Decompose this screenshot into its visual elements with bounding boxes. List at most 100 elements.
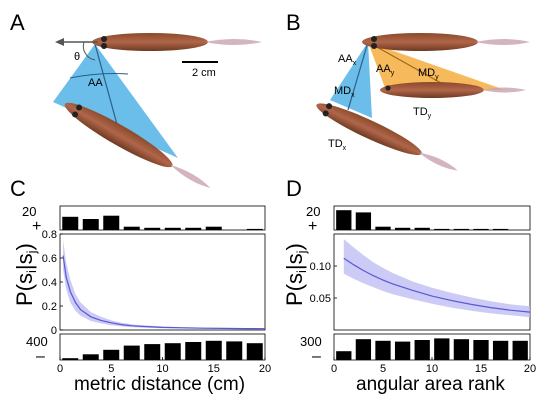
theta-label: θ: [74, 51, 80, 63]
main-plot-frame-d: [333, 233, 531, 331]
aa-axis-line: [94, 43, 119, 129]
histogram-bar: [492, 340, 509, 360]
histogram-bar: [434, 338, 450, 360]
histogram-bar: [414, 340, 430, 360]
aa-arc: [69, 73, 129, 79]
fish-focal-b: [362, 33, 530, 51]
histogram-bar: [62, 216, 79, 230]
histogram-bar: [246, 343, 263, 360]
histogram-bar: [336, 351, 352, 360]
panel-label-a: A: [10, 10, 25, 35]
hist-bottom-max-d: 300: [300, 334, 322, 349]
hist-top-max-c: 20: [22, 204, 36, 219]
histogram-bar: [414, 227, 430, 230]
blue-triangle-x: [330, 42, 372, 118]
histogram-bar: [164, 343, 181, 360]
scale-bar-label: 2 cm: [192, 67, 216, 79]
y-tick-label: 0.10: [310, 261, 331, 273]
histogram-bar: [473, 340, 489, 360]
histogram-bar: [375, 340, 391, 360]
confidence-band: [63, 240, 265, 329]
md-x-line: [347, 41, 369, 111]
histogram-bar: [123, 345, 140, 360]
histogram-bar: [82, 354, 99, 360]
histogram-bar: [394, 341, 411, 360]
hist-top-frame-c: [59, 205, 266, 231]
x-tick-label: 10: [426, 363, 438, 375]
panel-label-b: B: [286, 10, 301, 35]
histogram-bar: [62, 358, 79, 360]
angular-area-triangle: [53, 44, 178, 158]
label-mdy: MDy: [418, 67, 439, 81]
y-tick-label: 0.05: [310, 293, 331, 305]
y-tick-label: 0.4: [42, 277, 57, 289]
y-tick-label: 0.6: [42, 253, 57, 265]
chart-c: 20 + 400 – P(si|sj) metric distance (cm)…: [12, 204, 271, 395]
histogram-bar: [473, 228, 489, 230]
x-tick-label: 15: [208, 363, 220, 375]
histogram-bar: [355, 339, 372, 360]
histogram-bar: [144, 227, 161, 230]
mean-curve: [62, 255, 266, 330]
confidence-band: [343, 239, 530, 318]
x-tick-label: 0: [57, 363, 63, 375]
histogram-bar: [355, 212, 372, 230]
x-axis-label-c: metric distance (cm): [74, 374, 245, 395]
histogram-bar: [246, 228, 263, 230]
histogram-bar: [226, 341, 243, 360]
x-tick-label: 10: [156, 363, 168, 375]
md-y-line: [367, 41, 451, 89]
label-tdx: TDx: [328, 138, 347, 152]
y-tick-label: 0: [51, 325, 57, 337]
aa-label: AA: [88, 77, 103, 89]
histogram-bar: [123, 226, 140, 230]
x-tick-label: 5: [108, 363, 114, 375]
hist-bottom-max-c: 400: [26, 334, 48, 349]
x-tick-label: 20: [524, 363, 536, 375]
hist-top-max-d: 20: [306, 204, 320, 219]
histogram-bar: [103, 349, 120, 360]
panel-b-illustration: AAx AAy MDy MDx TDy TDx: [316, 33, 530, 171]
histogram-bar: [103, 215, 120, 230]
histogram-bar: [492, 228, 509, 230]
x-tick-label: 0: [331, 363, 337, 375]
histogram-bar: [144, 344, 161, 360]
histogram-bar: [434, 228, 450, 230]
histogram-bar: [185, 342, 202, 360]
histogram-bar: [375, 226, 391, 230]
hist-top-sign-c: +: [32, 218, 41, 235]
x-tick-label: 5: [380, 363, 386, 375]
hist-top-frame-d: [333, 205, 531, 231]
chart-d: 20 + 300 – P(si|sj) angular area rank 0.…: [282, 204, 536, 395]
heading-arrowhead: [55, 38, 64, 46]
label-aay: AAy: [376, 63, 395, 77]
hist-bottom-sign-d: –: [312, 348, 321, 365]
y-tick-label: 0.2: [42, 301, 57, 313]
fish-neighbor-a: [64, 102, 211, 188]
histogram-bar: [512, 340, 528, 360]
histogram-bar: [336, 210, 352, 230]
histogram-bar: [453, 339, 470, 360]
histogram-bar: [394, 227, 411, 230]
hist-bottom-sign-c: –: [36, 348, 45, 365]
panel-label-d: D: [286, 176, 302, 201]
fish-focal-a: [92, 33, 262, 51]
x-axis-label-d: angular area rank: [356, 374, 505, 395]
mean-curve: [343, 257, 531, 313]
x-tick-label: 15: [475, 363, 487, 375]
histogram-bar: [82, 219, 99, 230]
y-axis-label-d: P(si|sj): [282, 243, 309, 306]
histogram-bar: [185, 227, 202, 230]
label-aax: AAx: [338, 53, 357, 67]
fish-neighbor-y: [380, 82, 526, 98]
label-tdy: TDy: [413, 106, 432, 120]
theta-arc: [82, 41, 96, 61]
histogram-bar: [205, 226, 222, 230]
y-axis-label-c: P(si|sj): [12, 243, 39, 306]
panel-a-illustration: θ AA 2 cm: [53, 33, 262, 188]
histogram-bar: [164, 227, 181, 230]
orange-triangle-y: [368, 42, 505, 90]
x-tick-label: 20: [259, 363, 271, 375]
hist-top-sign-d: +: [308, 218, 317, 235]
